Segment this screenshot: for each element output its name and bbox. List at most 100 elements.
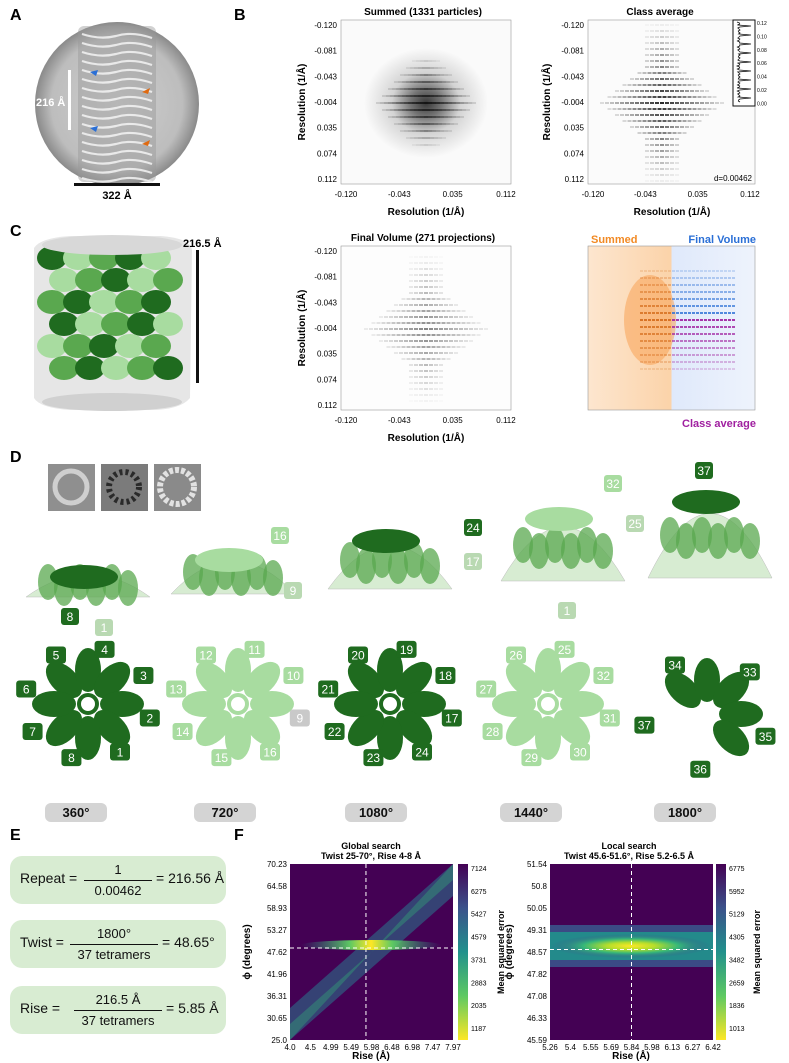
top-label-box xyxy=(363,749,384,767)
layer-line-spot xyxy=(424,292,428,294)
overlay-spot xyxy=(656,340,659,342)
layer-line-spot xyxy=(660,156,664,158)
layer-line-spot xyxy=(657,84,662,86)
top-label: 14 xyxy=(176,725,190,739)
colorbar-tick: 6775 xyxy=(729,866,745,873)
panel-letter-f: F xyxy=(234,827,244,844)
overlay-spot xyxy=(712,340,715,342)
panel-a-micrograph xyxy=(35,22,199,186)
filament-stripe xyxy=(81,149,153,157)
filament-stripe xyxy=(81,158,153,166)
layer-line-spot xyxy=(399,316,403,318)
top-view-subunit xyxy=(93,709,131,747)
layer-line-spot xyxy=(444,304,448,306)
y-tick-label: 0.074 xyxy=(317,149,338,158)
layer-line-spot xyxy=(394,340,398,342)
layer-line-spot xyxy=(685,90,689,92)
layer-line-spot xyxy=(416,74,420,76)
layer-line-spot xyxy=(469,328,473,330)
layer-line-spot xyxy=(702,108,707,110)
layer-line-spot xyxy=(411,358,416,360)
top-label: 25 xyxy=(558,643,572,657)
layer-line-spot xyxy=(409,400,413,402)
panel-letter-b: B xyxy=(234,7,246,24)
overlay-spot xyxy=(676,354,679,356)
overlay-spot xyxy=(652,312,655,314)
overlay-spot xyxy=(688,284,691,286)
layer-line-spot xyxy=(426,346,431,348)
overlay-spot xyxy=(704,277,707,279)
layer-line-spot xyxy=(695,114,699,116)
layer-line-spot xyxy=(410,109,414,111)
top-label: 15 xyxy=(215,751,229,765)
heatmap-x-tick: 4.5 xyxy=(305,1043,317,1052)
top-label: 6 xyxy=(23,683,30,697)
layer-line-spot xyxy=(635,114,639,116)
heatmap-y-tick: 36.31 xyxy=(267,992,288,1001)
layer-line-spot xyxy=(426,310,431,312)
overlay-spot xyxy=(732,326,735,328)
layer-line-spot xyxy=(484,328,488,330)
overlay-spot xyxy=(716,347,719,349)
overlay-spot xyxy=(660,340,663,342)
layer-line-spot xyxy=(414,388,418,390)
heatmap-y-tick: 50.8 xyxy=(531,882,547,891)
overlay-spot xyxy=(692,361,695,363)
side-view-subunit xyxy=(660,517,680,553)
overlay-spot xyxy=(724,340,727,342)
layer-line-spot xyxy=(645,90,649,92)
top-view-subunit xyxy=(75,716,101,760)
layer-line-spot xyxy=(660,114,664,116)
layer-line-spot xyxy=(420,88,424,90)
side-label-box xyxy=(61,608,79,625)
layer-line-spot xyxy=(690,126,694,128)
layer-line-spot xyxy=(400,130,404,132)
overlay-spot xyxy=(672,312,675,314)
layer-line-spot xyxy=(426,123,430,125)
layer-line-spot xyxy=(670,24,674,26)
layer-line-spot xyxy=(650,168,654,170)
layer-line-spot xyxy=(414,256,418,258)
top-label-box xyxy=(260,743,280,761)
final-xlabel: Resolution (1/Å) xyxy=(388,431,465,444)
overlay-spot xyxy=(660,305,663,307)
layer-line-spot xyxy=(439,280,443,282)
layer-line-spot xyxy=(630,102,634,104)
layer-line-spot xyxy=(444,328,448,330)
overlay-spot xyxy=(640,319,643,321)
layer-line-spot xyxy=(420,144,424,146)
heatmap-y-tick: 47.62 xyxy=(267,948,288,957)
layer-line-spot xyxy=(416,88,420,90)
layer-line-spot xyxy=(418,81,422,83)
overlay-spot xyxy=(720,298,723,300)
filament-stripe xyxy=(81,131,153,139)
side-label-box xyxy=(284,582,302,599)
overlay-spot xyxy=(712,354,715,356)
filament-stripe xyxy=(81,113,153,121)
top-label: 31 xyxy=(603,711,617,725)
overlay-spot xyxy=(680,312,683,314)
side-view-subunit xyxy=(692,517,712,553)
layer-line-spot xyxy=(682,96,687,98)
layer-line-spot xyxy=(675,102,679,104)
top-label-box xyxy=(133,667,154,684)
layer-line-spot xyxy=(670,144,674,146)
layer-line-spot xyxy=(652,108,657,110)
overlay-spot xyxy=(660,284,663,286)
layer-line-spot xyxy=(409,268,413,270)
layer-line-spot xyxy=(440,88,444,90)
layer-line-spot xyxy=(695,90,699,92)
overlay-spot xyxy=(640,277,643,279)
layer-line-spot xyxy=(444,316,448,318)
layer-line-spot xyxy=(627,84,632,86)
layer-line-spot xyxy=(416,322,421,324)
twist-fraction-bar xyxy=(70,944,158,945)
layer-line-spot xyxy=(660,174,664,176)
overlay-spot xyxy=(656,312,659,314)
overlay-spot xyxy=(724,319,727,321)
layer-line-spot xyxy=(441,358,446,360)
layer-line-spot xyxy=(667,108,672,110)
heatmap-y-tick: 47.08 xyxy=(527,992,548,1001)
layer-line-spot xyxy=(450,109,454,111)
overlay-spot xyxy=(732,333,735,335)
